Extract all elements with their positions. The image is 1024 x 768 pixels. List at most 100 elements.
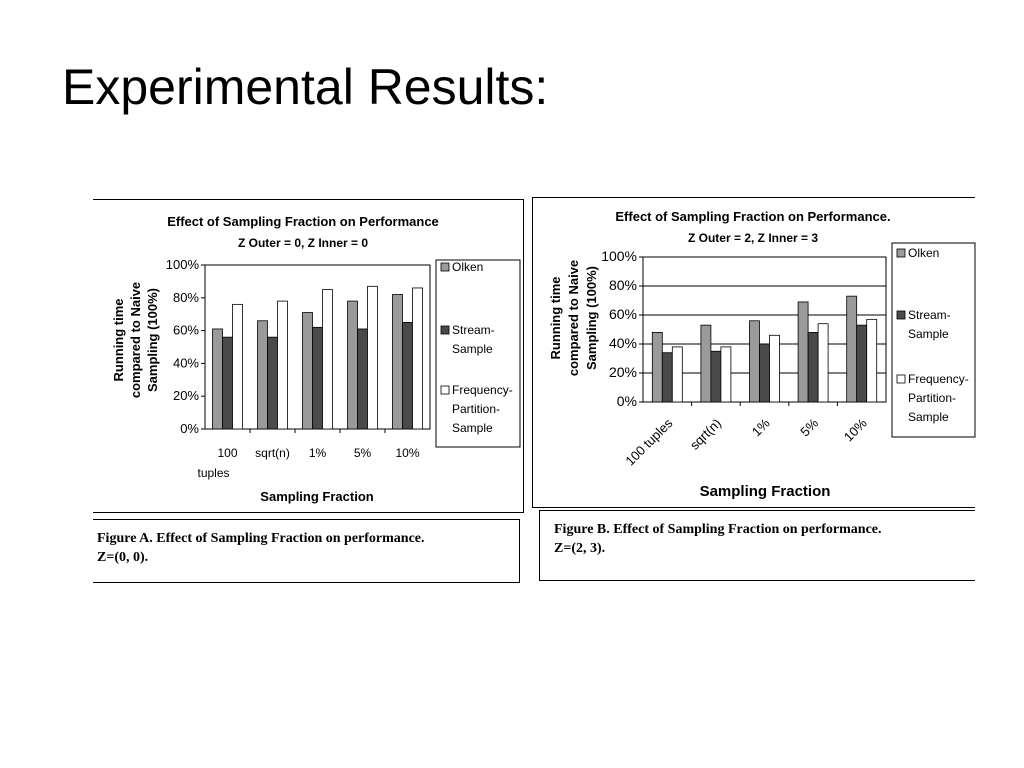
bar-frequency-partition-sample — [322, 289, 333, 430]
bar-stream-sample — [357, 328, 368, 430]
legend-label-line: Frequency- — [908, 372, 969, 386]
legend-swatch — [440, 325, 450, 335]
legend-label-line: Sample — [908, 410, 949, 424]
legend-label: Olken — [908, 246, 939, 260]
bar-stream-sample — [222, 336, 233, 430]
legend-label: Frequency- Partition- Sample — [452, 383, 513, 435]
figure-caption-b: Figure B. Effect of Sampling Fraction on… — [539, 510, 975, 581]
legend-swatch — [896, 374, 906, 384]
legend-label: Stream- Sample — [452, 323, 495, 356]
bar-frequency-partition-sample — [412, 287, 423, 430]
legend-label-line: Sample — [452, 342, 493, 356]
legend-swatch — [440, 262, 450, 272]
bar-olken — [392, 294, 403, 430]
legend-swatch — [440, 385, 450, 395]
chart-subtitle: Z Outer = 2, Z Inner = 3 — [688, 231, 818, 245]
x-tick-label-line: 10% — [395, 446, 419, 460]
legend-swatch — [896, 310, 906, 320]
chart-panel-a: Effect of Sampling Fraction on Performan… — [93, 199, 524, 513]
y-axis-label: Running time compared to Naive Sampling (1… — [548, 260, 599, 376]
chart-title: Effect of Sampling Fraction on Performan… — [615, 209, 890, 224]
bar-olken — [347, 300, 358, 430]
x-tick-label: sqrt(n) — [255, 446, 290, 460]
slide-title: Experimental Results: — [62, 59, 549, 115]
x-tick-label: 10% — [841, 415, 870, 444]
legend-label-line: Frequency- — [452, 383, 513, 397]
bar-stream-sample — [661, 352, 673, 403]
bar-olken — [302, 312, 313, 430]
y-axis-label-line: Sampling (100%) — [584, 266, 599, 370]
x-tick-label-line: 100 — [217, 446, 237, 460]
bar-olken — [651, 331, 663, 403]
legend-label-line: Olken — [908, 246, 939, 260]
legend-label: Olken — [452, 260, 483, 274]
y-tick-label: 40% — [173, 355, 199, 370]
x-tick-label: 5% — [797, 415, 821, 439]
legend-label-line: Sample — [452, 421, 493, 435]
legend-swatch — [896, 248, 906, 258]
legend-box — [435, 259, 521, 448]
legend-label-line: Sample — [908, 327, 949, 341]
x-tick-label: 10% — [395, 446, 419, 460]
y-tick-label: 100% — [601, 248, 637, 264]
bar-olken — [212, 328, 223, 430]
legend-label-line: Partition- — [452, 402, 500, 416]
chart-panel-b: Effect of Sampling Fraction on Performan… — [532, 197, 976, 508]
chart-subtitle: Z Outer = 0, Z Inner = 0 — [238, 236, 368, 250]
legend-label: Frequency- Partition- Sample — [908, 372, 969, 424]
y-axis-label-line: Running time — [111, 298, 126, 381]
chart-title: Effect of Sampling Fraction on Performan… — [167, 214, 439, 229]
y-tick-label: 80% — [609, 277, 637, 293]
legend-box — [891, 242, 976, 438]
figure-caption-b-line-2: Z=(2, 3). — [554, 541, 606, 556]
bar-stream-sample — [267, 336, 278, 430]
figure-caption-a-line-2: Z=(0, 0). — [97, 550, 149, 565]
bar-frequency-partition-sample — [817, 323, 829, 403]
x-tick-label: 5% — [354, 446, 372, 460]
x-tick-label: sqrt(n) — [687, 416, 724, 453]
y-axis-label-line: Running time — [548, 276, 563, 359]
y-tick-label: 0% — [180, 421, 199, 436]
chart-a: Effect of Sampling Fraction on Performan… — [111, 214, 521, 504]
legend-label-line: Stream- — [908, 308, 951, 322]
y-tick-label: 100% — [166, 257, 200, 272]
x-tick-label-line: 5% — [354, 446, 372, 460]
y-axis-label-line: compared to Naive — [128, 282, 143, 398]
y-tick-label: 60% — [609, 306, 637, 322]
bar-olken — [749, 320, 760, 403]
bar-olken — [700, 324, 712, 403]
bar-stream-sample — [402, 322, 413, 430]
x-tick-label: 1% — [749, 415, 773, 439]
y-axis-label-line: Sampling (100%) — [145, 288, 160, 392]
figure-caption-a: Figure A. Effect of Sampling Fraction on… — [93, 519, 520, 583]
bar-stream-sample — [807, 331, 819, 403]
bar-stream-sample — [312, 326, 323, 430]
y-tick-label: 20% — [609, 364, 637, 380]
y-tick-label: 0% — [617, 393, 637, 409]
x-tick-label: 1% — [309, 446, 327, 460]
figure-caption-a-line-1: Figure A. Effect of Sampling Fraction on… — [97, 531, 425, 546]
y-tick-label: 20% — [173, 388, 199, 403]
x-axis-label: Sampling Fraction — [260, 489, 373, 504]
bar-olken — [797, 301, 809, 403]
y-tick-label: 80% — [173, 290, 199, 305]
y-axis-label: Running time compared to Naive Sampling (1… — [111, 282, 160, 398]
bar-olken — [257, 320, 268, 430]
x-tick-label-line: 1% — [309, 446, 327, 460]
y-tick-label: 40% — [609, 335, 637, 351]
bar-frequency-partition-sample — [367, 285, 378, 430]
bar-stream-sample — [759, 343, 770, 403]
bar-stream-sample — [710, 350, 722, 403]
legend-label-line: Partition- — [908, 391, 956, 405]
x-tick-label: 100 tuples — [622, 415, 675, 468]
y-axis-label-line: compared to Naive — [566, 260, 581, 376]
bar-frequency-partition-sample — [720, 346, 732, 403]
bar-stream-sample — [856, 324, 868, 403]
x-tick-label-line: sqrt(n) — [255, 446, 290, 460]
chart-b: Effect of Sampling Fraction on Performan… — [548, 209, 976, 500]
figure-caption-b-line-1: Figure B. Effect of Sampling Fraction on… — [554, 522, 882, 537]
bar-frequency-partition-sample — [866, 318, 878, 403]
bar-frequency-partition-sample — [277, 300, 288, 430]
x-axis-label: Sampling Fraction — [700, 483, 831, 500]
legend-label: Stream- Sample — [908, 308, 951, 341]
